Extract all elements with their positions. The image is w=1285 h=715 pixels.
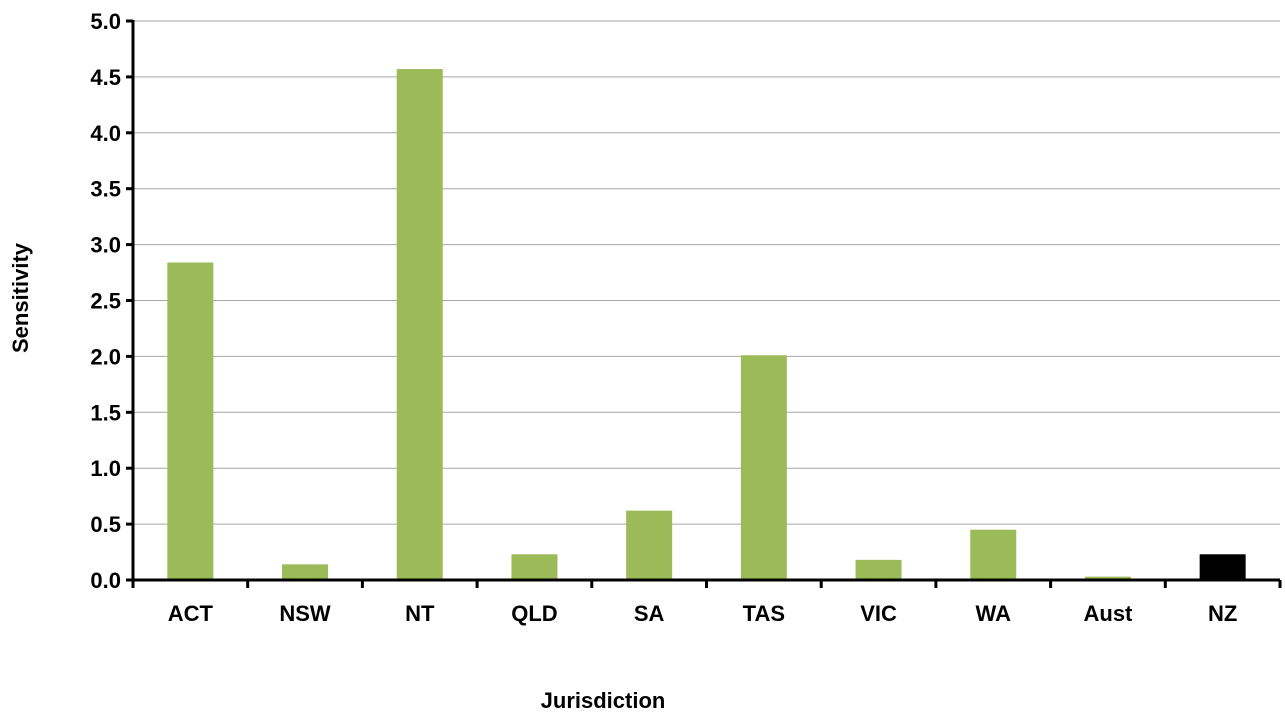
y-tick-labels: 0.0 0.5 1.0 1.5 2.0 2.5 3.0 3.5 4.0 4.5 5.0 [90,9,121,593]
y-tick-label: 3.5 [90,177,121,202]
x-tick-label: ACT [168,601,214,626]
bar-tas [740,355,787,580]
x-tick-label: VIC [860,601,897,626]
bar-wa [970,529,1017,580]
x-tick-label: QLD [511,601,557,626]
y-tick-label: 2.0 [90,344,121,369]
x-tick-label: NT [405,601,435,626]
axes [126,19,1282,588]
gridlines [133,20,1280,525]
y-tick-label: 5.0 [90,9,121,34]
x-tick-label: SA [634,601,665,626]
y-tick-label: 2.5 [90,289,121,314]
y-axis-title: Sensitivity [8,242,33,353]
bar-nz [1199,554,1246,580]
bar-nsw [282,564,329,580]
x-tick-label: TAS [743,601,785,626]
y-tick-label: 4.0 [90,121,121,146]
bar-qld [511,554,558,580]
y-tick-label: 1.5 [90,400,121,425]
bar-act [167,262,214,580]
bar-vic [855,559,902,580]
bar-sa [626,510,673,580]
x-axis-title: Jurisdiction [541,688,666,713]
x-tick-labels: ACT NSW NT QLD SA TAS VIC WA Aust NZ [168,601,1238,626]
bar-nt [396,69,443,580]
y-tick-label: 1.0 [90,456,121,481]
y-tick-label: 0.0 [90,568,121,593]
y-tick-label: 4.5 [90,65,121,90]
y-tick-label: 3.0 [90,233,121,258]
bars [167,69,1246,580]
x-tick-label: NSW [279,601,331,626]
x-tick-label: Aust [1084,601,1134,626]
bar-aust [1084,576,1131,580]
x-tick-label: WA [976,601,1012,626]
y-tick-label: 0.5 [90,512,121,537]
x-tick-label: NZ [1208,601,1237,626]
